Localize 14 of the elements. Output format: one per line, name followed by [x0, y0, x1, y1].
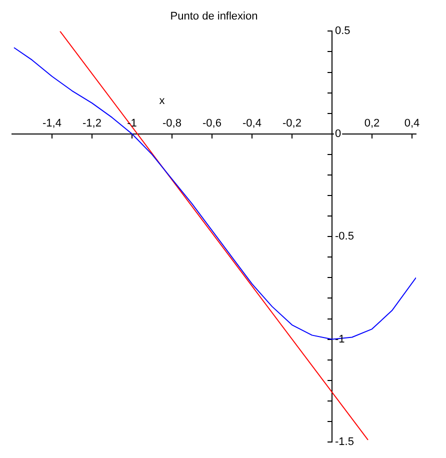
- x-tick-label: -1,4: [42, 117, 62, 130]
- x-tick-label: 0,2: [364, 117, 380, 130]
- x-tick-label: -1,2: [82, 117, 102, 130]
- y-tick-label: -0.5: [335, 230, 354, 243]
- x-axis-title: x: [159, 94, 166, 107]
- y-tick-label: 0: [335, 128, 342, 140]
- x-tick-label: -0,8: [162, 117, 182, 130]
- chart-title: Punto de inflexion: [170, 10, 258, 23]
- y-tick-label: -1.5: [335, 436, 354, 448]
- x-tick-label: 0,4: [404, 117, 420, 130]
- x-tick-label: -0,6: [202, 117, 222, 130]
- x-tick-label: -0,2: [282, 117, 302, 130]
- y-tick-label: 0.5: [335, 25, 350, 38]
- x-tick-label: -0,4: [242, 117, 262, 130]
